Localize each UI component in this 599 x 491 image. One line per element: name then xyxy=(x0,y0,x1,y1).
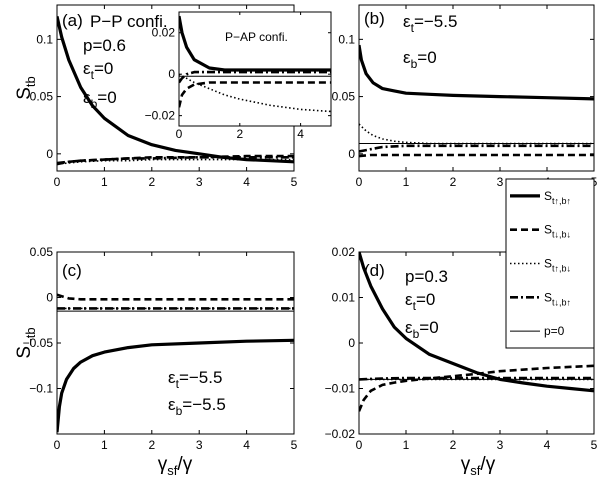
p-value-label: p=0.6 xyxy=(83,36,126,55)
y-axis-label-c: S−tb xyxy=(14,327,38,358)
y-tick-label: 0 xyxy=(348,336,355,350)
x-tick-label: 3 xyxy=(497,175,504,189)
x-axis-label: γsf/γ xyxy=(158,454,193,478)
config-label: P−P confi. xyxy=(90,12,168,31)
x-axis-label: γsf/γ xyxy=(461,454,496,478)
series-dashdot-line-d xyxy=(359,376,594,381)
series-dashdot-line-a xyxy=(57,156,294,165)
x-tick-label: 3 xyxy=(196,438,203,452)
legend-entry-label: St↑,b↓ xyxy=(544,257,571,274)
panel-d-annotations: (d) p=0.3 εt=0 εb=0 xyxy=(364,261,448,341)
panel-a-annotations: (a) P−P confi. p=0.6 εt=0 εb=0 xyxy=(62,11,168,111)
p-value-label: p=0.3 xyxy=(405,267,448,286)
series-thick-line-b xyxy=(359,44,594,101)
epsilon-b-label: εb=0 xyxy=(83,88,117,111)
panel-label-b: (b) xyxy=(364,9,385,28)
x-tick-label: 2 xyxy=(148,438,155,452)
x-tick-label: 0 xyxy=(54,175,61,189)
y-tick-label: −0.02 xyxy=(145,109,176,123)
y-tick-label: 0.1 xyxy=(36,32,53,46)
x-tick-label: 1 xyxy=(403,438,410,452)
y-tick-label: 0 xyxy=(168,67,175,81)
y-tick-label: −0.1 xyxy=(29,382,53,396)
x-tick-label: 1 xyxy=(403,175,410,189)
legend: St↑,b↑ St↓,b↓ St↑,b↓ St↓,b↑ p=0 xyxy=(505,178,595,349)
panel-c: 0 1 2 3 4 5 0.05 0 −0.05 −0.1 S−tb xyxy=(14,245,298,452)
y-tick-label: 0.01 xyxy=(332,291,356,305)
axis-frame-b xyxy=(358,4,595,172)
panel-label-d: (d) xyxy=(364,261,385,280)
x-tick-label: 3 xyxy=(497,438,504,452)
epsilon-b-label: εb=0 xyxy=(405,318,439,341)
series-dashed-line-c xyxy=(57,293,294,301)
y-tick-label: 0.02 xyxy=(332,245,356,259)
legend-entry-label: St↓,b↑ xyxy=(544,290,571,307)
x-tick-label: 0 xyxy=(54,438,61,452)
x-tick-label: 4 xyxy=(243,438,250,452)
y-tick-label: −0.05 xyxy=(23,336,54,350)
x-tick-label: 4 xyxy=(243,175,250,189)
y-axis-label-a: Stb xyxy=(14,76,38,100)
legend-entry-label: St↓,b↓ xyxy=(544,223,571,240)
series-thick-line-a-inset xyxy=(179,15,331,72)
axis-frame-a-inset xyxy=(178,11,332,127)
epsilon-b-label: εb=0 xyxy=(403,48,437,71)
epsilon-t-label: εt=−5.5 xyxy=(403,12,457,35)
y-tick-label: 0 xyxy=(46,291,53,305)
panel-label-a: (a) xyxy=(62,11,83,30)
x-tick-label: 5 xyxy=(291,175,298,189)
series-dotted-line-a-inset xyxy=(179,73,331,113)
series-dashed-line-b xyxy=(359,153,594,158)
x-tick-label: 2 xyxy=(450,175,457,189)
x-tick-label: 2 xyxy=(450,438,457,452)
epsilon-t-label: εt=0 xyxy=(405,290,435,313)
x-tick-label: 0 xyxy=(356,175,363,189)
panel-label-c: (c) xyxy=(62,261,82,280)
legend-entry-label: p=0 xyxy=(544,324,565,338)
y-tick-label: 0.1 xyxy=(338,32,355,46)
x-tick-label: 2 xyxy=(148,175,155,189)
x-tick-label: 1 xyxy=(101,175,108,189)
y-tick-label: −0.02 xyxy=(325,427,356,441)
x-tick-label: 3 xyxy=(196,175,203,189)
panel-c-annotations: (c) εt=−5.5 εb=−5.5 xyxy=(62,261,226,418)
x-tick-label: 5 xyxy=(291,438,298,452)
panel-b-annotations: (b) εt=−5.5 εb=0 xyxy=(364,9,457,71)
series-thick-line-c xyxy=(57,338,294,433)
epsilon-t-label: εt=0 xyxy=(83,59,113,82)
y-tick-label: 0 xyxy=(46,147,53,161)
y-tick-label: 0.05 xyxy=(332,90,356,104)
series-thick-line-d xyxy=(359,252,594,393)
series-dashdot-line-b xyxy=(359,144,594,153)
y-tick-label: 0.05 xyxy=(30,245,54,259)
panel-a-inset: 0 2 40.020−0.02P−AP confi. xyxy=(145,11,332,141)
x-tick-label: 0 xyxy=(356,438,363,452)
epsilon-t-label: εt=−5.5 xyxy=(168,368,222,391)
x-tick-label: 0 xyxy=(176,127,183,141)
x-tick-label: 5 xyxy=(591,438,598,452)
series-thick-line-a xyxy=(57,16,294,164)
y-tick-label: 0.02 xyxy=(152,26,176,40)
y-tick-label: −0.01 xyxy=(325,382,356,396)
x-tick-label: 2 xyxy=(236,127,243,141)
epsilon-b-label: εb=−5.5 xyxy=(168,395,226,418)
x-tick-label: 4 xyxy=(544,438,551,452)
x-tick-label: 4 xyxy=(297,127,304,141)
y-tick-label: 0 xyxy=(348,147,355,161)
series-dashed-line-a-inset xyxy=(179,81,331,108)
inset-title: P−AP confi. xyxy=(225,30,288,44)
x-tick-label: 1 xyxy=(101,438,108,452)
legend-entry-label: St↑,b↑ xyxy=(544,189,571,206)
y-tick-label: 0.05 xyxy=(30,90,54,104)
